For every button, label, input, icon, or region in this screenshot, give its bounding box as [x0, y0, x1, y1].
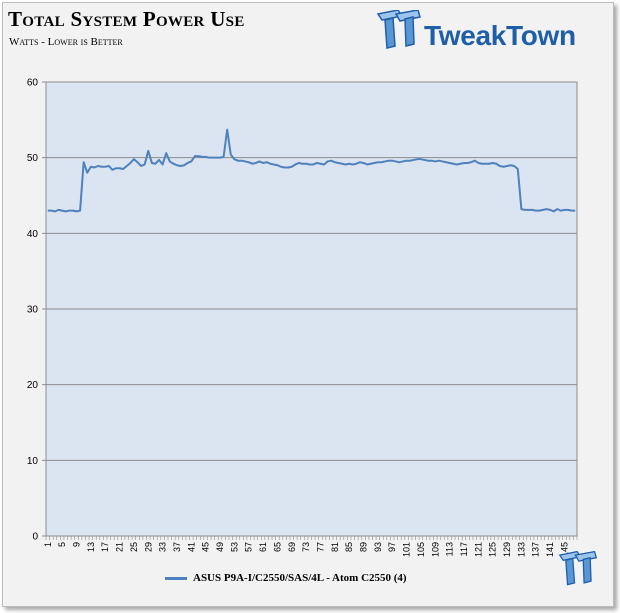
x-tick-label: 113 [445, 542, 455, 556]
series-line [47, 128, 576, 213]
x-tick-label: 13 [86, 542, 96, 552]
x-tick-label: 81 [330, 542, 340, 552]
y-tick-label: 0 [32, 532, 38, 543]
x-tick-label: 5 [57, 542, 67, 547]
x-tick-label: 45 [201, 542, 211, 552]
x-tick-label: 61 [258, 542, 268, 552]
x-tick-label: 141 [545, 542, 555, 557]
legend-label: ASUS P9A-I/C2550/SAS/4L - Atom C2550 (4) [193, 572, 407, 584]
x-tick-label: 17 [100, 542, 110, 552]
x-tick-label: 89 [359, 542, 369, 552]
x-tick-label: 65 [272, 542, 282, 552]
x-tick-label: 49 [215, 542, 225, 552]
x-tick-label: 9 [71, 542, 81, 547]
tweaktown-tt-small-logo-icon [558, 551, 598, 586]
legend-swatch [165, 576, 187, 580]
x-tick-label: 129 [502, 542, 512, 557]
x-tick-label: 77 [315, 542, 325, 552]
x-tick-label: 117 [459, 542, 469, 556]
x-tick-label: 145 [559, 542, 569, 557]
x-tick-label: 41 [186, 542, 196, 552]
x-tick-label: 1 [43, 542, 53, 547]
chart-subtitle: Watts - Lower is Better [9, 36, 123, 48]
x-tick-label: 29 [143, 542, 153, 552]
y-tick-label: 50 [27, 153, 39, 164]
legend: ASUS P9A-I/C2550/SAS/4L - Atom C2550 (4) [165, 572, 407, 584]
brand-name: TweakTown [424, 20, 576, 51]
x-tick-label: 137 [531, 542, 541, 557]
y-tick-label: 40 [27, 229, 39, 240]
x-tick-label: 125 [488, 542, 498, 557]
x-tick-label: 109 [430, 542, 440, 557]
y-tick-label: 60 [27, 78, 39, 89]
x-tick-label: 101 [402, 542, 412, 557]
chart-title: Total System Power Use [8, 7, 245, 31]
x-tick-label: 37 [172, 542, 182, 552]
x-axis: 1 5 9 13 17 21 25 29 33 37 41 45 49 53 57 61 65 69 73 77 81 8… [43, 536, 578, 557]
y-tick-label: 30 [27, 305, 39, 316]
x-tick-label: 53 [229, 542, 239, 552]
x-tick-label: 121 [473, 542, 483, 557]
x-tick-label: 105 [416, 542, 426, 557]
gridlines [46, 157, 577, 461]
tweaktown-tt-logo-icon [376, 10, 421, 49]
x-tick-label: 69 [287, 542, 297, 552]
x-tick-label: 85 [344, 542, 354, 552]
x-tick-label: 133 [516, 542, 526, 557]
x-tick-label: 21 [115, 542, 125, 552]
x-tick-label: 33 [158, 542, 168, 552]
x-tick-label: 25 [129, 542, 139, 552]
x-tick-label: 57 [244, 542, 254, 552]
y-axis: 0 10 20 30 40 50 60 [27, 78, 46, 543]
x-tick-label: 93 [373, 542, 383, 552]
x-tick-label: 73 [301, 542, 311, 552]
y-tick-label: 10 [27, 456, 39, 467]
y-tick-label: 20 [27, 380, 39, 391]
x-tick-label: 97 [387, 542, 397, 552]
